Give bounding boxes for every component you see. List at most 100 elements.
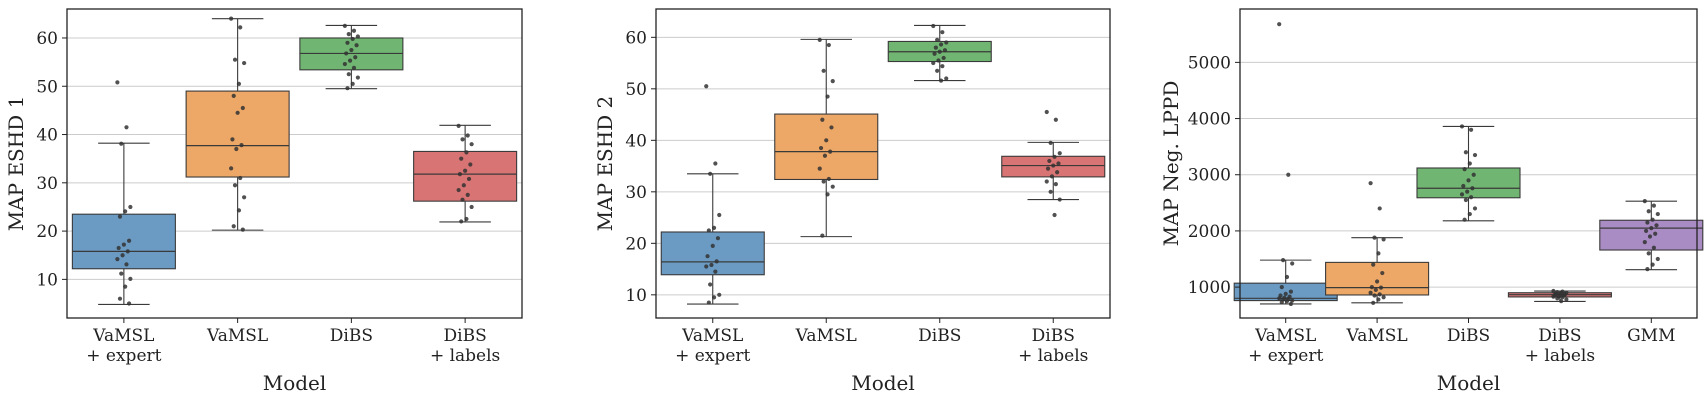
data-point	[238, 25, 243, 30]
data-point	[1463, 150, 1468, 155]
data-point	[1369, 285, 1374, 290]
data-point	[117, 214, 123, 219]
data-point	[1564, 297, 1569, 302]
data-point	[1048, 189, 1053, 194]
data-point	[353, 55, 358, 60]
data-point	[1651, 245, 1656, 250]
data-point	[932, 51, 937, 56]
y-tick-label: 50	[625, 80, 647, 100]
data-point	[1290, 298, 1295, 303]
data-point	[1471, 172, 1476, 177]
y-tick-label: 50	[36, 77, 58, 97]
data-point	[1047, 158, 1052, 164]
data-point	[931, 23, 936, 29]
data-point	[826, 42, 831, 48]
data-point	[1642, 240, 1647, 245]
data-point	[708, 282, 713, 287]
data-point	[460, 197, 465, 202]
data-point	[120, 253, 125, 258]
y-tick-label: 30	[36, 174, 58, 194]
data-point	[459, 219, 464, 224]
data-point	[931, 60, 936, 66]
data-point	[469, 142, 474, 147]
box-1	[1233, 22, 1338, 307]
data-point	[1655, 256, 1660, 262]
x-tick-label: DiBS	[1447, 326, 1490, 346]
data-point	[1048, 140, 1053, 145]
data-point	[828, 149, 833, 154]
data-point	[1645, 267, 1650, 272]
data-point	[1277, 296, 1282, 301]
data-point	[1645, 220, 1650, 225]
box-4	[1507, 288, 1612, 304]
data-point	[933, 45, 938, 50]
y-tick-label: 3000	[1188, 166, 1231, 186]
data-point	[346, 72, 351, 77]
y-tick-label: 20	[36, 222, 58, 242]
data-point	[824, 138, 829, 143]
data-point	[711, 295, 717, 300]
x-axis-title: Model	[851, 371, 915, 395]
data-point	[713, 161, 718, 166]
data-point	[240, 227, 245, 232]
data-point	[937, 49, 942, 54]
data-point	[829, 125, 834, 130]
data-point	[466, 176, 472, 182]
data-point	[1642, 199, 1647, 204]
data-point	[230, 137, 235, 142]
data-point	[1376, 297, 1381, 302]
data-point	[1551, 288, 1556, 294]
data-point	[1057, 151, 1062, 156]
data-point	[713, 269, 718, 274]
data-point	[1472, 206, 1478, 211]
data-point	[1560, 295, 1565, 300]
y-axis-title: MAP ESHD 2	[593, 96, 617, 232]
data-point	[465, 133, 470, 138]
data-point	[1052, 212, 1057, 218]
data-point	[825, 192, 830, 197]
data-point	[229, 16, 234, 21]
data-point	[463, 168, 468, 173]
data-point	[464, 150, 469, 155]
data-point	[1462, 217, 1467, 222]
y-tick-label: 2000	[1188, 222, 1231, 242]
data-point	[1044, 109, 1049, 115]
axes-frame	[655, 8, 1111, 319]
data-point	[126, 301, 132, 306]
box-2	[1325, 181, 1430, 305]
data-point	[1373, 287, 1378, 293]
box-body	[413, 150, 518, 202]
data-point	[717, 292, 722, 297]
data-point	[351, 65, 357, 71]
data-point	[1459, 124, 1465, 129]
data-point	[830, 79, 835, 84]
x-tick-label: VaMSL	[681, 326, 743, 346]
y-tick-label: 60	[625, 28, 647, 48]
data-point	[236, 81, 242, 86]
data-point	[1650, 262, 1655, 267]
data-point	[1284, 299, 1290, 304]
data-point	[821, 68, 826, 73]
data-point	[1381, 295, 1386, 300]
data-point	[1051, 163, 1056, 168]
data-point	[1646, 251, 1651, 256]
data-point	[236, 208, 242, 213]
data-point	[717, 212, 722, 218]
data-point	[1372, 293, 1377, 298]
data-point	[941, 55, 946, 61]
data-point	[1462, 167, 1467, 172]
data-point	[1372, 235, 1377, 240]
x-tick-label: VaMSL	[92, 326, 154, 346]
data-point	[704, 84, 709, 89]
data-point	[123, 284, 128, 289]
x-tick-label: VaMSL	[795, 326, 857, 346]
x-tick-label: GMM	[1627, 326, 1675, 346]
y-tick-label: 40	[36, 126, 58, 146]
data-point	[1284, 274, 1290, 280]
data-point	[239, 143, 244, 148]
data-point	[457, 172, 463, 177]
data-point	[1055, 170, 1060, 175]
box-2	[774, 37, 879, 238]
data-point	[1646, 209, 1651, 214]
